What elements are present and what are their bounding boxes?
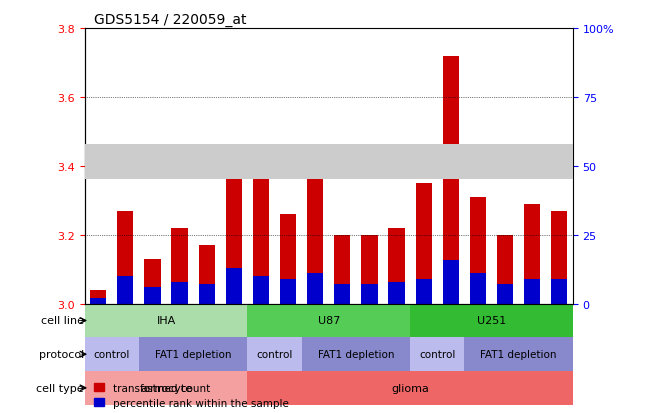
Bar — [334, 285, 350, 304]
Bar — [85, 371, 247, 405]
Bar — [199, 245, 215, 304]
Bar — [470, 274, 486, 304]
Bar — [470, 197, 486, 304]
Bar — [280, 279, 296, 304]
Text: IHA: IHA — [156, 316, 176, 326]
Bar — [145, 287, 161, 304]
Bar — [443, 260, 459, 304]
Text: control: control — [419, 349, 456, 359]
Legend: transformed count, percentile rank within the sample: transformed count, percentile rank withi… — [90, 378, 293, 412]
Text: U251: U251 — [477, 316, 506, 326]
Bar — [117, 276, 133, 304]
Bar — [117, 211, 133, 304]
Bar — [307, 166, 324, 304]
Bar — [307, 274, 324, 304]
Text: FAT1 depletion: FAT1 depletion — [318, 349, 394, 359]
Bar — [389, 228, 405, 304]
Text: cell type: cell type — [36, 383, 84, 393]
Bar — [247, 337, 301, 371]
Text: glioma: glioma — [391, 383, 429, 393]
Bar — [361, 235, 378, 304]
Bar — [85, 304, 247, 337]
Text: U87: U87 — [318, 316, 340, 326]
Bar — [410, 337, 464, 371]
Bar — [301, 337, 410, 371]
Bar — [464, 337, 573, 371]
Text: astrocyte: astrocyte — [140, 383, 192, 393]
Text: cell line: cell line — [41, 316, 84, 326]
Bar — [551, 211, 568, 304]
Bar — [253, 170, 269, 304]
Bar — [253, 276, 269, 304]
Text: protocol: protocol — [39, 349, 84, 359]
Text: control: control — [94, 349, 130, 359]
Bar — [280, 214, 296, 304]
Bar — [90, 299, 106, 304]
Bar — [524, 279, 540, 304]
Bar — [410, 304, 573, 337]
Bar — [497, 235, 513, 304]
Bar — [389, 282, 405, 304]
Bar — [415, 279, 432, 304]
Bar — [226, 170, 242, 304]
Text: FAT1 depletion: FAT1 depletion — [155, 349, 231, 359]
Bar — [415, 184, 432, 304]
Bar — [247, 371, 573, 405]
Text: GDS5154 / 220059_at: GDS5154 / 220059_at — [94, 12, 247, 26]
Bar — [85, 337, 139, 371]
Bar — [524, 204, 540, 304]
Bar — [551, 279, 568, 304]
Bar — [171, 282, 187, 304]
Bar — [90, 290, 106, 304]
Bar — [334, 235, 350, 304]
Text: FAT1 depletion: FAT1 depletion — [480, 349, 557, 359]
Bar — [247, 304, 410, 337]
Text: control: control — [256, 349, 293, 359]
Bar — [145, 259, 161, 304]
Bar — [497, 285, 513, 304]
Bar — [171, 228, 187, 304]
Bar — [226, 268, 242, 304]
Bar — [443, 57, 459, 304]
Bar — [199, 285, 215, 304]
Bar — [361, 285, 378, 304]
Bar — [139, 337, 247, 371]
